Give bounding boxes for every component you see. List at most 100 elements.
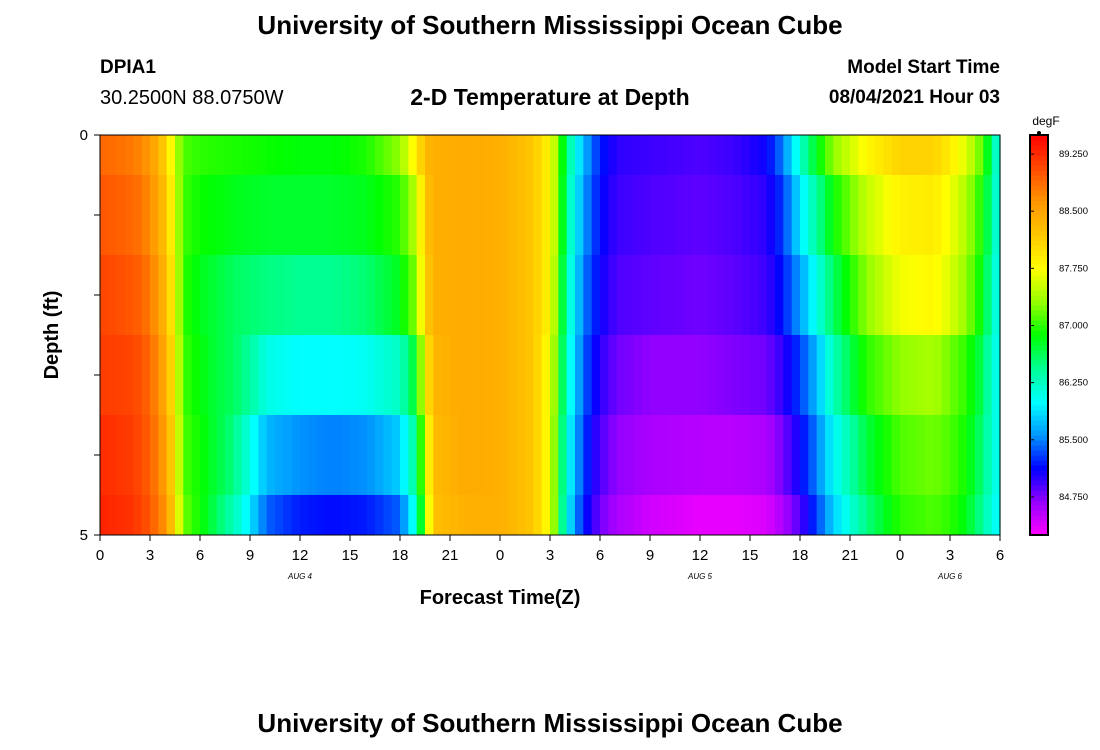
heatmap-cell bbox=[250, 335, 259, 415]
heatmap-cell bbox=[641, 255, 651, 335]
colorbar-swatch bbox=[1030, 515, 1048, 521]
heatmap-cell bbox=[866, 255, 876, 335]
heatmap-cell bbox=[933, 175, 943, 255]
colorbar-tick-label: 85.500 bbox=[1059, 435, 1088, 446]
heatmap-cell bbox=[116, 135, 126, 175]
heatmap-cell bbox=[766, 415, 776, 495]
heatmap-cell bbox=[283, 255, 293, 335]
heatmap-cell bbox=[433, 335, 443, 415]
colorbar-swatch bbox=[1030, 470, 1048, 476]
heatmap-cell bbox=[733, 255, 743, 335]
heatmap-cell bbox=[125, 495, 134, 535]
heatmap-cell bbox=[216, 415, 226, 495]
heatmap-cell bbox=[591, 335, 601, 415]
colorbar-swatch bbox=[1030, 435, 1048, 441]
page-title: University of Southern Mississippi Ocean… bbox=[257, 10, 843, 40]
y-axis-label: Depth (ft) bbox=[41, 291, 63, 380]
heatmap-cell bbox=[233, 415, 243, 495]
heatmap-cell bbox=[516, 335, 526, 415]
heatmap-cell bbox=[608, 415, 618, 495]
heatmap-cell bbox=[133, 135, 143, 175]
colorbar-swatch bbox=[1030, 480, 1048, 486]
heatmap-cell bbox=[566, 175, 576, 255]
heatmap-cell bbox=[408, 495, 418, 535]
heatmap-cell bbox=[941, 335, 951, 415]
heatmap-cell bbox=[475, 135, 484, 175]
heatmap-cell bbox=[841, 495, 851, 535]
heatmap-cell bbox=[116, 175, 126, 255]
heatmap-cell bbox=[591, 255, 601, 335]
heatmap-cell bbox=[558, 175, 568, 255]
heatmap-cell bbox=[266, 255, 276, 335]
heatmap-cell bbox=[650, 415, 659, 495]
heatmap-cell bbox=[800, 255, 809, 335]
heatmap-cell bbox=[600, 415, 609, 495]
heatmap-cell bbox=[316, 255, 326, 335]
heatmap-cell bbox=[950, 415, 959, 495]
heatmap-cell bbox=[566, 255, 576, 335]
x-tick-label: 6 bbox=[996, 547, 1004, 564]
heatmap-cell bbox=[458, 335, 468, 415]
heatmap-cell bbox=[608, 495, 618, 535]
heatmap-cell bbox=[275, 495, 284, 535]
heatmap-cell bbox=[383, 335, 393, 415]
heatmap-cell bbox=[658, 135, 668, 175]
heatmap-cell bbox=[283, 335, 293, 415]
heatmap-cell bbox=[558, 415, 568, 495]
heatmap-cell bbox=[141, 135, 151, 175]
heatmap-cell bbox=[833, 175, 843, 255]
heatmap-cell bbox=[758, 415, 768, 495]
x-tick-label: 0 bbox=[496, 547, 504, 564]
heatmap-cell bbox=[458, 495, 468, 535]
heatmap-cell bbox=[416, 335, 426, 415]
colorbar-swatch bbox=[1030, 280, 1048, 286]
heatmap-cell bbox=[516, 135, 526, 175]
heatmap-cell bbox=[283, 495, 293, 535]
heatmap-cell bbox=[175, 495, 184, 535]
heatmap-cell bbox=[208, 495, 218, 535]
heatmap-cell bbox=[358, 135, 368, 175]
heatmap-cell bbox=[683, 415, 693, 495]
heatmap-cell bbox=[116, 495, 126, 535]
heatmap-cell bbox=[275, 175, 284, 255]
heatmap-cell bbox=[875, 175, 884, 255]
heatmap-cell bbox=[191, 415, 201, 495]
heatmap-cell bbox=[841, 415, 851, 495]
heatmap-cell bbox=[675, 175, 684, 255]
x-tick-label: 21 bbox=[842, 547, 859, 564]
heatmap-cell bbox=[225, 175, 234, 255]
heatmap-cell bbox=[283, 135, 293, 175]
heatmap-cell bbox=[666, 255, 676, 335]
heatmap-cell bbox=[758, 255, 768, 335]
heatmap-cell bbox=[358, 495, 368, 535]
colorbar-swatch bbox=[1030, 205, 1048, 211]
heatmap-cell bbox=[708, 255, 718, 335]
heatmap-cell bbox=[608, 255, 618, 335]
heatmap-cell bbox=[833, 495, 843, 535]
heatmap-cell bbox=[391, 495, 401, 535]
heatmap-cell bbox=[975, 415, 984, 495]
colorbar-swatch bbox=[1030, 310, 1048, 316]
heatmap-cell bbox=[516, 415, 526, 495]
heatmap-cell bbox=[633, 175, 643, 255]
heatmap-cell bbox=[916, 175, 926, 255]
heatmap-cell bbox=[508, 415, 518, 495]
heatmap-cell bbox=[783, 255, 793, 335]
heatmap-cell bbox=[166, 495, 176, 535]
colorbar-swatch bbox=[1030, 385, 1048, 391]
heatmap-cell bbox=[608, 175, 618, 255]
heatmap-cell bbox=[500, 175, 509, 255]
heatmap-cell bbox=[941, 495, 951, 535]
heatmap-cell bbox=[458, 135, 468, 175]
colorbar-swatch bbox=[1030, 265, 1048, 271]
heatmap-cell bbox=[266, 175, 276, 255]
heatmap-cell bbox=[791, 495, 801, 535]
colorbar-swatch bbox=[1030, 275, 1048, 281]
heatmap-cell bbox=[450, 255, 459, 335]
heatmap-cell bbox=[583, 415, 593, 495]
heatmap-cell bbox=[216, 255, 226, 335]
heatmap-cell bbox=[100, 255, 109, 335]
heatmap-cell bbox=[200, 175, 209, 255]
colorbar-swatch bbox=[1030, 195, 1048, 201]
heatmap-cell bbox=[833, 415, 843, 495]
